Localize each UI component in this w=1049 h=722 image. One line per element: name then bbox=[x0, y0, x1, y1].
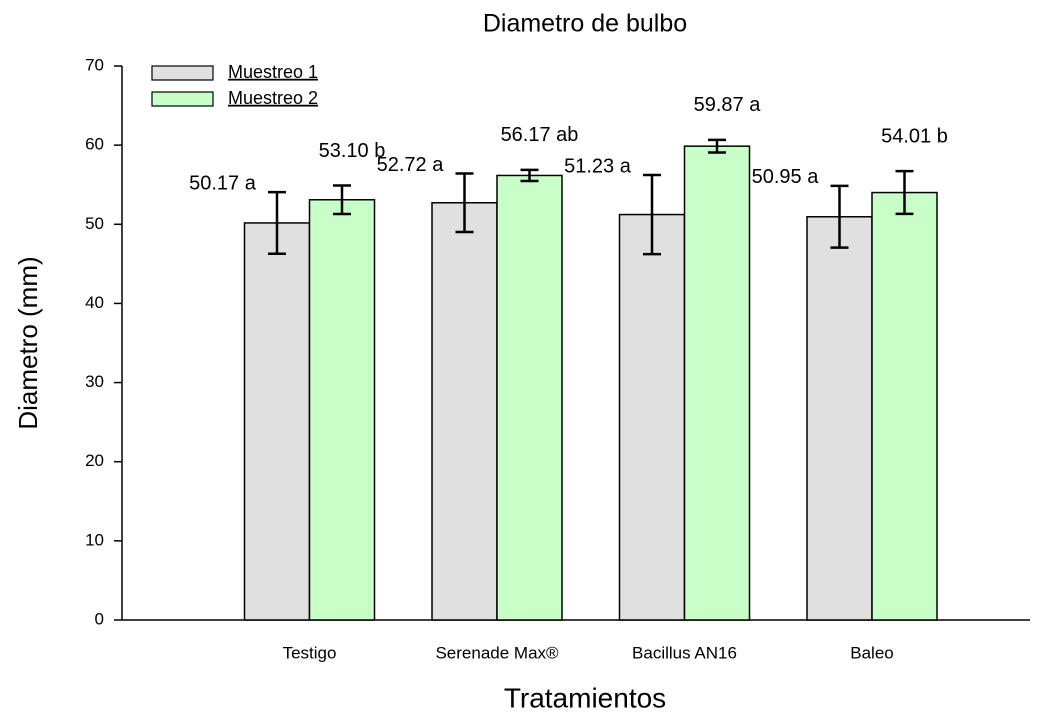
error-bar bbox=[333, 184, 351, 216]
legend-label: Muestreo 2 bbox=[228, 88, 318, 108]
x-tick-label: Serenade Max® bbox=[435, 643, 559, 662]
x-tick-label: Testigo bbox=[283, 643, 337, 662]
error-bar bbox=[895, 169, 914, 216]
y-tick-label: 60 bbox=[85, 135, 104, 154]
bar bbox=[806, 216, 873, 621]
bar bbox=[683, 145, 751, 621]
y-tick-label: 10 bbox=[85, 530, 104, 549]
value-label: 53.10 b bbox=[319, 140, 386, 162]
x-axis-label: Tratamientos bbox=[504, 682, 666, 713]
error-bar bbox=[643, 173, 661, 256]
error-bar bbox=[830, 184, 849, 249]
error-bar bbox=[708, 138, 726, 154]
value-label: 50.95 a bbox=[752, 166, 820, 188]
error-bar bbox=[455, 172, 474, 234]
bar bbox=[431, 202, 498, 621]
legend-label: Muestreo 1 bbox=[228, 62, 318, 82]
x-tick-label: Bacillus AN16 bbox=[632, 643, 737, 662]
chart-title: Diametro de bulbo bbox=[483, 10, 687, 38]
bar bbox=[871, 191, 938, 621]
y-tick-label: 40 bbox=[85, 293, 104, 312]
bar bbox=[496, 174, 563, 621]
bar bbox=[618, 213, 686, 621]
y-tick-label: 30 bbox=[85, 372, 104, 391]
y-tick-label: 0 bbox=[95, 609, 104, 628]
bar bbox=[308, 199, 376, 621]
value-label: 51.23 a bbox=[564, 155, 632, 177]
y-axis-label: Diametro (mm) bbox=[13, 256, 43, 429]
value-label: 56.17 ab bbox=[501, 124, 579, 146]
value-label: 59.87 a bbox=[694, 94, 762, 116]
legend-swatch bbox=[151, 65, 214, 81]
bar bbox=[243, 222, 311, 621]
value-label: 52.72 a bbox=[377, 154, 445, 176]
y-tick-label: 50 bbox=[85, 214, 104, 233]
value-label: 54.01 b bbox=[881, 125, 948, 147]
x-tick-label: Baleo bbox=[850, 643, 893, 662]
legend-swatch bbox=[151, 91, 214, 107]
y-tick-label: 20 bbox=[85, 451, 104, 470]
value-label: 50.17 a bbox=[189, 172, 257, 194]
error-bar bbox=[520, 168, 539, 183]
error-bar bbox=[268, 190, 286, 256]
y-tick-label: 70 bbox=[85, 55, 104, 74]
